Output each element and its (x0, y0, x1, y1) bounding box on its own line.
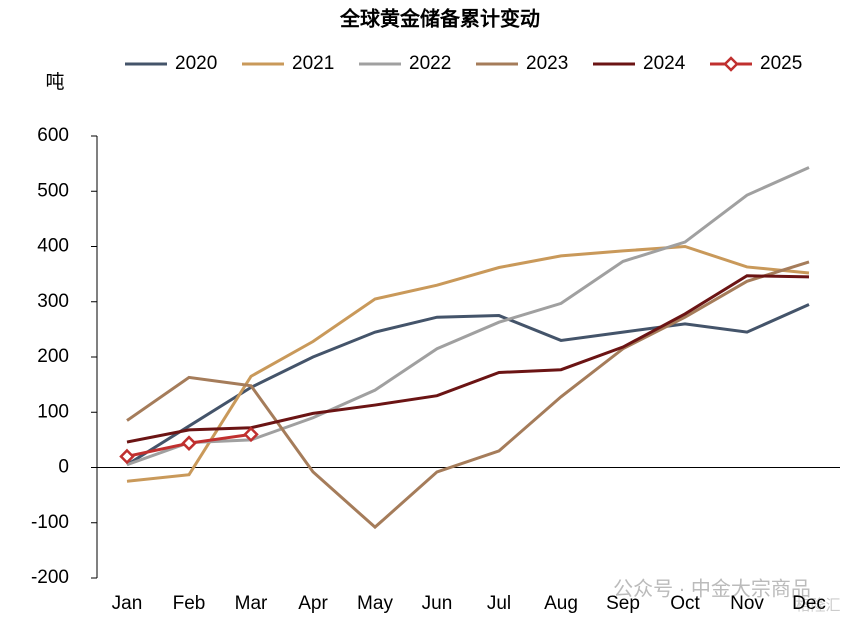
y-tick-label: 300 (37, 291, 69, 312)
legend-label: 2020 (175, 53, 217, 74)
y-tick-label: -200 (31, 567, 69, 588)
y-tick-label: 400 (37, 236, 69, 257)
legend-marker (723, 56, 739, 72)
x-tick-label: Mar (235, 593, 268, 614)
legend-label: 2024 (643, 53, 686, 74)
y-tick-label: 200 (37, 346, 69, 367)
series-line (126, 260, 810, 530)
series-line (126, 244, 810, 483)
legend-label: 2021 (292, 53, 334, 74)
chart-title: 全球黄金储备累计变动 (339, 6, 540, 30)
y-tick-label: -100 (31, 512, 69, 533)
x-tick-label: Feb (173, 593, 206, 614)
x-tick-label: Dec (792, 593, 826, 614)
x-tick-label: Aug (544, 593, 578, 614)
x-tick-label: Jun (422, 593, 453, 614)
y-tick-label: 0 (58, 457, 69, 478)
x-tick-label: Jul (487, 593, 511, 614)
y-tick-label: 600 (37, 125, 69, 146)
series-line (126, 274, 810, 444)
point-marker (181, 435, 197, 451)
legend-label: 2022 (409, 53, 451, 74)
watermark: 公众号 · 中金大宗商品 (613, 577, 811, 600)
x-tick-label: May (357, 593, 393, 614)
legend-label: 2025 (760, 53, 802, 74)
x-tick-label: Sep (606, 593, 640, 614)
y-tick-label: 100 (37, 401, 69, 422)
watermark: 格隆汇 (795, 597, 840, 614)
x-tick-label: Nov (730, 593, 764, 614)
x-tick-label: Oct (670, 593, 700, 614)
point-marker (119, 448, 135, 465)
y-axis-label: 吨 (45, 71, 64, 93)
x-tick-label: Apr (298, 593, 328, 614)
series-line (126, 166, 810, 467)
x-tick-label: Jan (112, 593, 143, 614)
point-marker (243, 426, 259, 443)
legend-label: 2023 (526, 53, 568, 74)
y-tick-label: 500 (37, 180, 69, 201)
